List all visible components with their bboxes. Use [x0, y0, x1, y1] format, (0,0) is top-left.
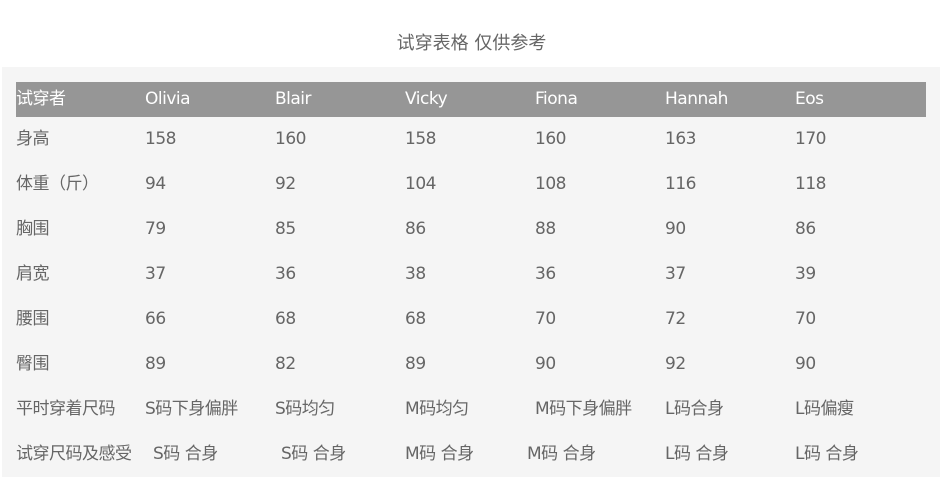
table-cell: 66 — [145, 309, 166, 329]
table-cell: 163 — [665, 129, 696, 149]
header-cell: Fiona — [535, 89, 578, 109]
table-cell: M码下身偏胖 — [535, 399, 632, 419]
table-cell: 89 — [405, 354, 426, 374]
table-cell: 90 — [535, 354, 556, 374]
table-cell: 108 — [535, 174, 566, 194]
table-cell: M码均匀 — [405, 399, 469, 419]
table-cell: 118 — [795, 174, 826, 194]
table-cell: 85 — [275, 219, 296, 239]
table-cell: L码偏瘦 — [795, 399, 854, 419]
table-cell: 116 — [665, 174, 696, 194]
header-cell: Hannah — [665, 89, 728, 109]
table-cell: 104 — [405, 174, 436, 194]
table-row: 试穿尺码及感受 S码 合身 S码 合身 M码 合身 M码 合身 L码 合身 L码 合身 — [16, 437, 926, 482]
table-header: 试穿者 Olivia Blair Vicky Fiona Hannah Eos — [16, 82, 926, 117]
table-cell: 70 — [795, 309, 816, 329]
table-cell: L码 合身 — [665, 444, 729, 464]
table-cell: 37 — [665, 264, 686, 284]
table-cell: 37 — [145, 264, 166, 284]
row-label: 身高 — [16, 129, 50, 149]
table-cell: 86 — [405, 219, 426, 239]
table-cell: 36 — [535, 264, 556, 284]
row-label: 胸围 — [16, 219, 50, 239]
table-cell: 38 — [405, 264, 426, 284]
row-label: 肩宽 — [16, 264, 50, 284]
table-cell: 82 — [275, 354, 296, 374]
page-title: 试穿表格 仅供参考 — [396, 33, 547, 54]
table-cell: 68 — [405, 309, 426, 329]
table-cell: 68 — [275, 309, 296, 329]
table-cell: 36 — [275, 264, 296, 284]
table-panel — [2, 67, 940, 477]
row-label: 臀围 — [16, 354, 50, 374]
table-cell: M码 合身 — [405, 444, 474, 464]
table-cell: 70 — [535, 309, 556, 329]
table-cell: 170 — [795, 129, 826, 149]
table-cell: 89 — [145, 354, 166, 374]
table-cell: S码下身偏胖 — [145, 399, 238, 419]
header-cell: 试穿者 — [16, 89, 66, 109]
table-cell: L码 合身 — [795, 444, 859, 464]
row-label: 体重（斤） — [16, 174, 99, 194]
table-cell: 86 — [795, 219, 816, 239]
table-cell: S码均匀 — [275, 399, 335, 419]
header-cell: Blair — [275, 89, 312, 109]
header-cell: Olivia — [145, 89, 191, 109]
table-row: 胸围 79 85 86 88 90 86 — [16, 212, 926, 257]
row-label: 平时穿着尺码 — [16, 399, 116, 419]
table-cell: 72 — [665, 309, 686, 329]
table-row: 体重（斤） 94 92 104 108 116 118 — [16, 167, 926, 212]
table-row: 腰围 66 68 68 70 72 70 — [16, 302, 926, 347]
table-cell: 39 — [795, 264, 816, 284]
table-cell: 158 — [405, 129, 436, 149]
table-row: 平时穿着尺码 S码下身偏胖 S码均匀 M码均匀 M码下身偏胖 L码合身 L码偏瘦 — [16, 392, 926, 437]
table-row: 肩宽 37 36 38 36 37 39 — [16, 257, 926, 302]
table-cell: S码 合身 — [153, 444, 218, 464]
table-row: 臀围 89 82 89 90 92 90 — [16, 347, 926, 392]
table-cell: L码合身 — [665, 399, 724, 419]
table-cell: 79 — [145, 219, 166, 239]
header-cell: Vicky — [405, 89, 448, 109]
row-label: 腰围 — [16, 309, 50, 329]
table-cell: 158 — [145, 129, 176, 149]
table-cell: S码 合身 — [281, 444, 346, 464]
table-cell: 92 — [275, 174, 296, 194]
table-cell: 94 — [145, 174, 166, 194]
table-cell: 90 — [665, 219, 686, 239]
table-cell: 90 — [795, 354, 816, 374]
table-cell: 88 — [535, 219, 556, 239]
table-cell: M码 合身 — [527, 444, 596, 464]
table-cell: 160 — [275, 129, 306, 149]
table-cell: 160 — [535, 129, 566, 149]
header-cell: Eos — [795, 89, 824, 109]
row-label: 试穿尺码及感受 — [16, 444, 132, 464]
table-cell: 92 — [665, 354, 686, 374]
table-row: 身高 158 160 158 160 163 170 — [16, 122, 926, 167]
